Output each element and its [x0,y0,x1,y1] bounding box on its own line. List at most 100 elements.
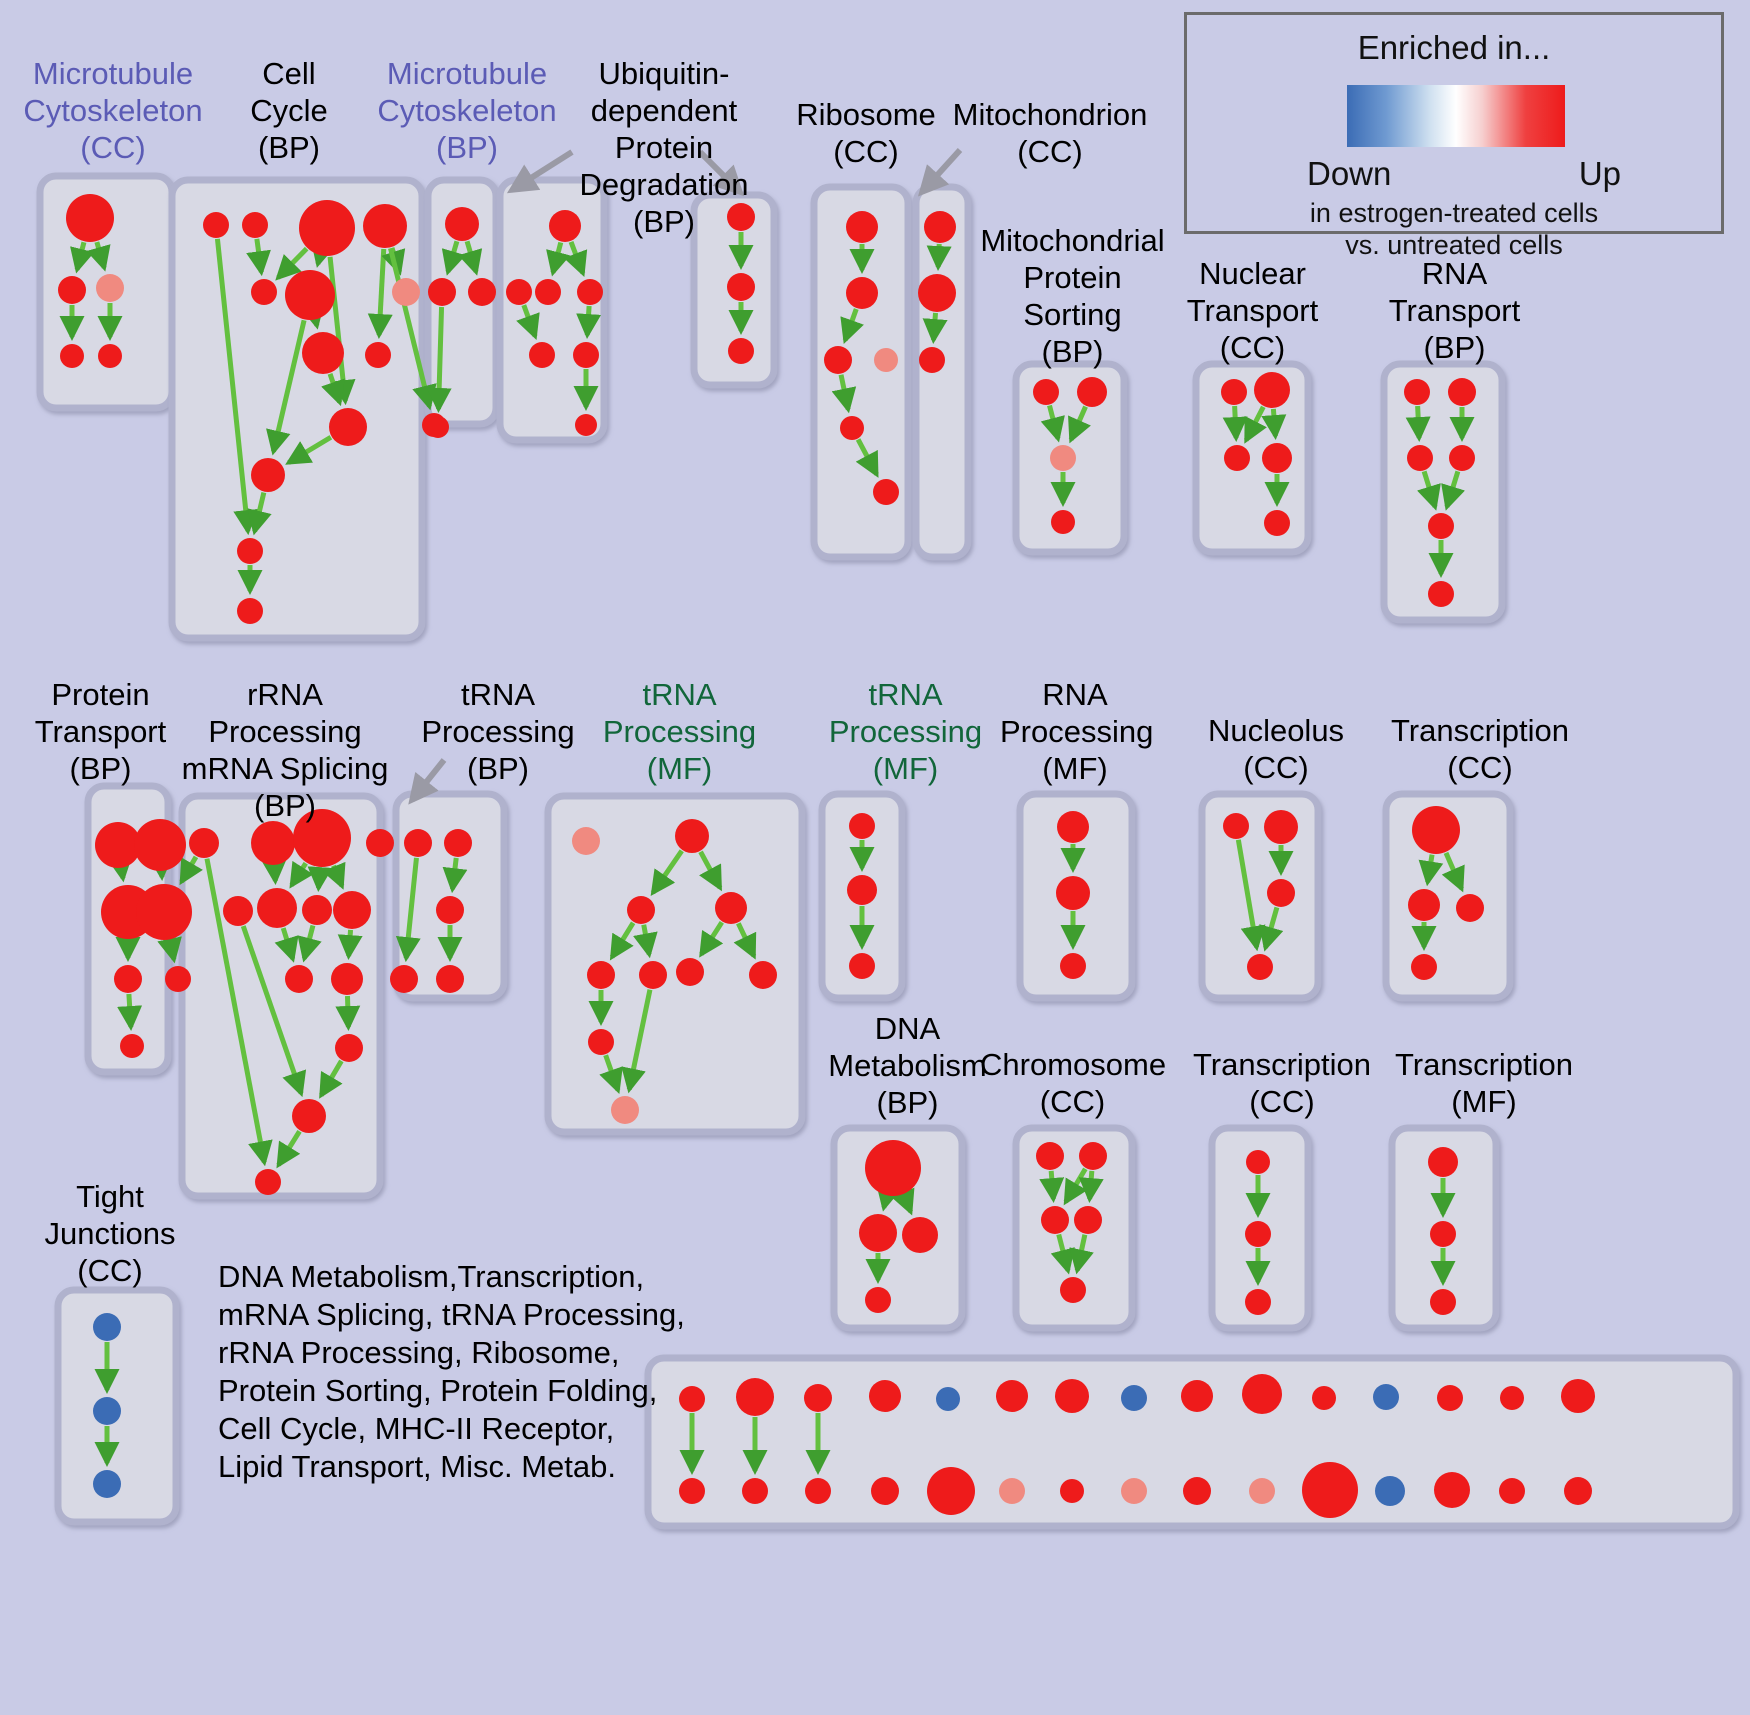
graph-node[interactable] [676,958,704,986]
graph-node[interactable] [1254,372,1290,408]
graph-node[interactable] [1430,1221,1456,1247]
graph-node[interactable] [242,212,268,238]
graph-node[interactable] [302,332,344,374]
graph-node[interactable] [1448,378,1476,406]
graph-node[interactable] [675,819,709,853]
graph-node[interactable] [255,1169,281,1195]
graph-node[interactable] [927,1467,975,1515]
graph-node[interactable] [1041,1206,1069,1234]
graph-node[interactable] [573,342,599,368]
graph-node[interactable] [390,965,418,993]
graph-node[interactable] [1245,1289,1271,1315]
graph-node[interactable] [293,809,351,867]
graph-node[interactable] [1221,379,1247,405]
graph-node[interactable] [840,416,864,440]
graph-node[interactable] [859,1214,897,1252]
graph-node[interactable] [1060,953,1086,979]
graph-node[interactable] [329,408,367,446]
graph-node[interactable] [331,963,363,995]
graph-node[interactable] [136,884,192,940]
graph-node[interactable] [728,338,754,364]
graph-node[interactable] [93,1470,121,1498]
graph-node[interactable] [93,1397,121,1425]
graph-node[interactable] [1430,1289,1456,1315]
graph-node[interactable] [847,875,877,905]
graph-node[interactable] [1246,1150,1270,1174]
graph-node[interactable] [93,1313,121,1341]
graph-node[interactable] [96,274,124,302]
graph-node[interactable] [871,1477,899,1505]
graph-node[interactable] [873,479,899,505]
graph-node[interactable] [936,1387,960,1411]
graph-node[interactable] [1050,445,1076,471]
graph-node[interactable] [824,346,852,374]
graph-node[interactable] [1264,810,1298,844]
graph-node[interactable] [529,342,555,368]
graph-node[interactable] [302,895,332,925]
graph-node[interactable] [1121,1478,1147,1504]
graph-node[interactable] [1428,1147,1458,1177]
graph-node[interactable] [919,347,945,373]
graph-node[interactable] [1056,876,1090,910]
graph-node[interactable] [804,1384,832,1412]
graph-node[interactable] [736,1378,774,1416]
graph-node[interactable] [1036,1142,1064,1170]
graph-node[interactable] [1245,1221,1271,1247]
graph-node[interactable] [1079,1142,1107,1170]
graph-node[interactable] [865,1287,891,1313]
graph-node[interactable] [1564,1477,1592,1505]
graph-node[interactable] [251,821,295,865]
graph-node[interactable] [996,1380,1028,1412]
graph-node[interactable] [1500,1386,1524,1410]
graph-node[interactable] [428,278,456,306]
graph-node[interactable] [1437,1385,1463,1411]
graph-node[interactable] [588,1029,614,1055]
graph-node[interactable] [611,1096,639,1124]
graph-node[interactable] [365,342,391,368]
graph-node[interactable] [535,279,561,305]
graph-node[interactable] [60,344,84,368]
graph-node[interactable] [1375,1476,1405,1506]
graph-node[interactable] [679,1386,705,1412]
graph-node[interactable] [727,273,755,301]
graph-node[interactable] [436,896,464,924]
graph-node[interactable] [805,1478,831,1504]
graph-node[interactable] [203,212,229,238]
graph-node[interactable] [999,1478,1025,1504]
graph-node[interactable] [366,829,394,857]
graph-node[interactable] [285,965,313,993]
graph-node[interactable] [66,194,114,242]
graph-node[interactable] [1456,894,1484,922]
graph-node[interactable] [1407,445,1433,471]
graph-node[interactable] [1223,813,1249,839]
graph-node[interactable] [1057,811,1089,843]
graph-node[interactable] [468,278,496,306]
graph-node[interactable] [1428,513,1454,539]
graph-node[interactable] [1249,1478,1275,1504]
graph-node[interactable] [1561,1379,1595,1413]
graph-node[interactable] [237,538,263,564]
graph-node[interactable] [627,896,655,924]
graph-node[interactable] [292,1099,326,1133]
graph-node[interactable] [257,888,297,928]
graph-node[interactable] [363,204,407,248]
graph-node[interactable] [577,279,603,305]
graph-node[interactable] [849,953,875,979]
graph-node[interactable] [392,278,420,306]
graph-node[interactable] [165,966,191,992]
graph-node[interactable] [427,416,449,438]
graph-node[interactable] [1121,1385,1147,1411]
graph-node[interactable] [924,211,956,243]
graph-node[interactable] [1055,1379,1089,1413]
graph-node[interactable] [1033,379,1059,405]
graph-node[interactable] [285,270,335,320]
graph-node[interactable] [1373,1384,1399,1410]
graph-node[interactable] [1224,445,1250,471]
graph-node[interactable] [189,828,219,858]
graph-node[interactable] [445,207,479,241]
graph-node[interactable] [1312,1386,1336,1410]
graph-node[interactable] [237,598,263,624]
graph-node[interactable] [1404,379,1430,405]
graph-node[interactable] [404,829,432,857]
graph-node[interactable] [679,1478,705,1504]
